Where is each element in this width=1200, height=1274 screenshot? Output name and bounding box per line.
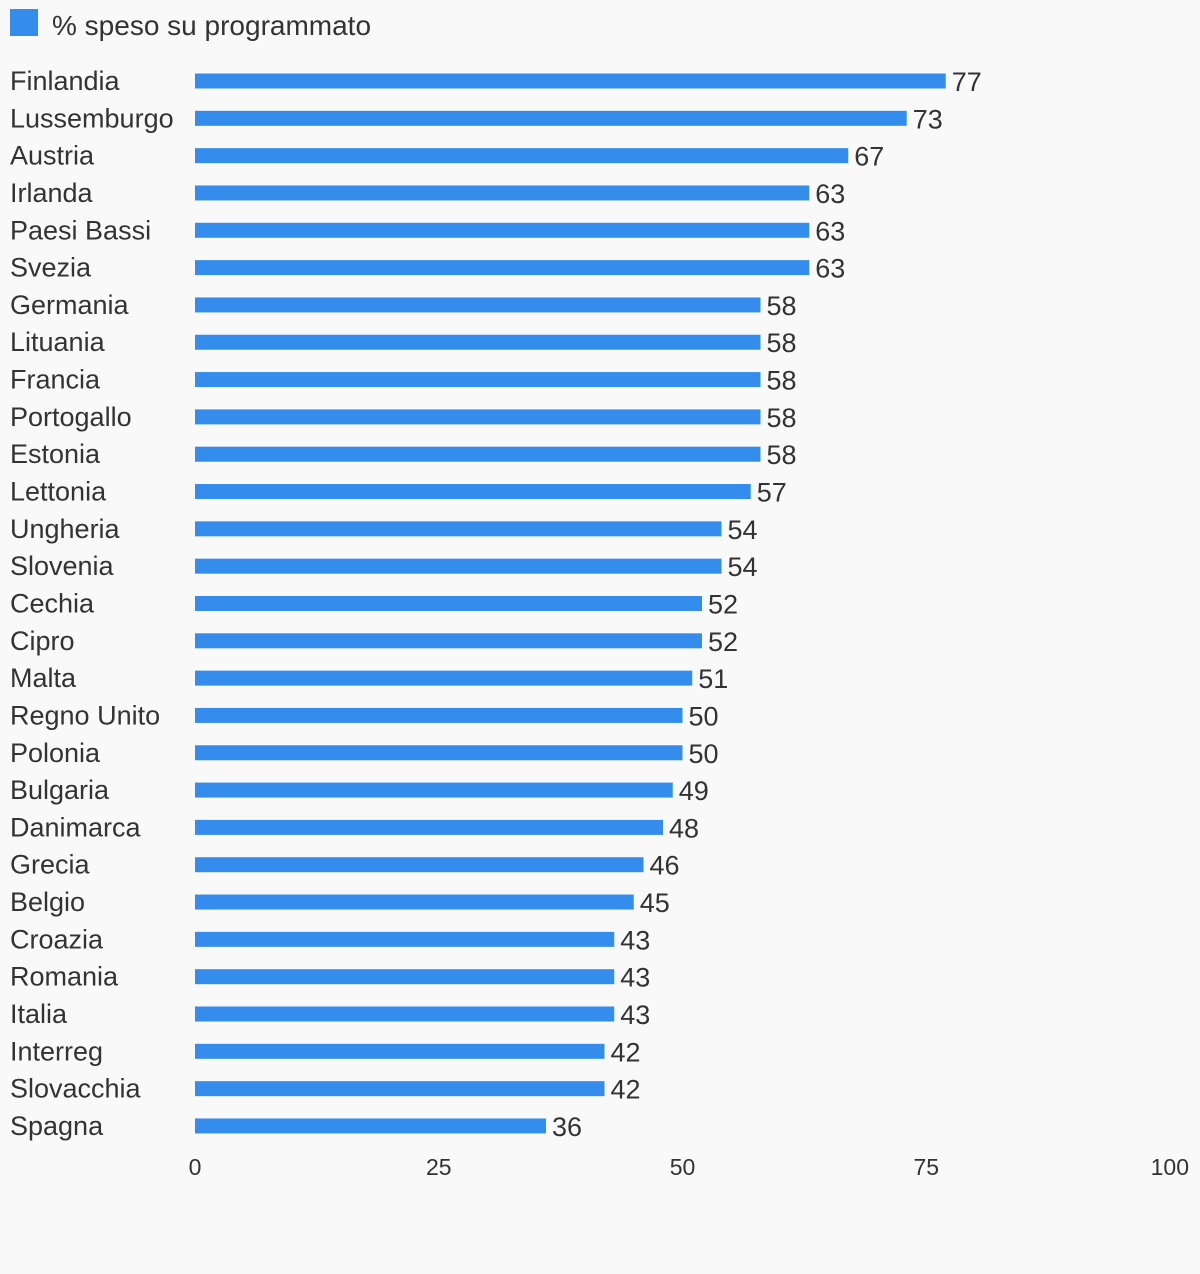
value-label-austria: 67	[854, 142, 884, 172]
bar-grecia	[195, 857, 644, 873]
value-label-regno-unito: 50	[689, 701, 719, 731]
x-tick-label-0: 0	[189, 1154, 202, 1180]
value-label-estonia: 58	[767, 440, 797, 470]
x-tick-label-75: 75	[913, 1154, 939, 1180]
category-label-lussemburgo: Lussemburgo	[10, 103, 174, 133]
category-label-bulgaria: Bulgaria	[10, 775, 110, 805]
value-label-svezia: 63	[815, 254, 845, 284]
category-label-lettonia: Lettonia	[10, 477, 107, 507]
value-label-paesi-bassi: 63	[815, 216, 845, 246]
bar-cipro	[195, 633, 702, 649]
bar-croazia	[195, 931, 615, 947]
value-label-lettonia: 57	[757, 478, 787, 508]
category-label-romania: Romania	[10, 962, 119, 992]
bar-italia	[195, 1006, 615, 1022]
value-label-portogallo: 58	[767, 403, 797, 433]
category-label-malta: Malta	[10, 663, 77, 693]
category-label-belgio: Belgio	[10, 887, 85, 917]
legend-label: % speso su programmato	[52, 10, 372, 41]
value-label-finlandia: 77	[952, 67, 982, 97]
bar-spagna	[195, 1118, 546, 1134]
value-label-croazia: 43	[620, 925, 650, 955]
value-label-spagna: 36	[552, 1112, 582, 1142]
value-label-italia: 43	[620, 1000, 650, 1030]
bar-polonia	[195, 745, 683, 761]
bar-francia	[195, 372, 761, 388]
value-label-ungheria: 54	[728, 515, 758, 545]
value-label-francia: 58	[767, 366, 797, 396]
bar-cechia	[195, 595, 702, 611]
category-label-germania: Germania	[10, 290, 130, 320]
category-label-danimarca: Danimarca	[10, 812, 142, 842]
category-label-cipro: Cipro	[10, 626, 75, 656]
bar-irlanda	[195, 185, 810, 201]
category-label-slovenia: Slovenia	[10, 551, 115, 581]
category-label-grecia: Grecia	[10, 850, 91, 880]
category-label-interreg: Interreg	[10, 1036, 103, 1066]
bar-paesi-bassi	[195, 222, 810, 238]
category-label-polonia: Polonia	[10, 738, 101, 768]
category-label-francia: Francia	[10, 365, 101, 395]
value-label-lussemburgo: 73	[913, 104, 943, 134]
value-label-bulgaria: 49	[679, 776, 709, 806]
value-label-interreg: 42	[611, 1037, 641, 1067]
value-label-grecia: 46	[650, 851, 680, 881]
bar-regno-unito	[195, 707, 683, 723]
bar-svezia	[195, 260, 810, 276]
value-label-polonia: 50	[689, 739, 719, 769]
category-label-italia: Italia	[10, 999, 68, 1029]
category-label-spagna: Spagna	[10, 1111, 104, 1141]
value-label-belgio: 45	[640, 888, 670, 918]
category-label-finlandia: Finlandia	[10, 66, 121, 96]
bar-austria	[195, 148, 849, 164]
category-label-ungheria: Ungheria	[10, 514, 121, 544]
category-label-irlanda: Irlanda	[10, 178, 94, 208]
bar-interreg	[195, 1043, 605, 1059]
category-label-portogallo: Portogallo	[10, 402, 132, 432]
bar-slovenia	[195, 558, 722, 574]
bar-slovacchia	[195, 1081, 605, 1097]
bar-germania	[195, 297, 761, 313]
category-label-cechia: Cechia	[10, 588, 95, 618]
bar-danimarca	[195, 819, 663, 835]
bar-romania	[195, 969, 615, 985]
bar-belgio	[195, 894, 634, 910]
category-label-lituania: Lituania	[10, 327, 106, 357]
category-label-estonia: Estonia	[10, 439, 101, 469]
bar-lussemburgo	[195, 110, 907, 126]
bar-lituania	[195, 334, 761, 350]
chart-legend: % speso su programmato	[10, 8, 371, 44]
value-label-slovacchia: 42	[611, 1075, 641, 1105]
value-label-romania: 43	[620, 963, 650, 993]
value-label-germania: 58	[767, 291, 797, 321]
bar-malta	[195, 670, 693, 686]
value-label-malta: 51	[698, 664, 728, 694]
x-tick-label-25: 25	[426, 1154, 452, 1180]
bar-estonia	[195, 446, 761, 462]
value-label-cechia: 52	[708, 589, 738, 619]
bar-ungheria	[195, 521, 722, 537]
bar-finlandia	[195, 73, 946, 89]
category-label-austria: Austria	[10, 141, 95, 171]
category-label-paesi-bassi: Paesi Bassi	[10, 215, 151, 245]
value-label-danimarca: 48	[669, 813, 699, 843]
bar-portogallo	[195, 409, 761, 425]
value-label-irlanda: 63	[815, 179, 845, 209]
x-tick-label-100: 100	[1151, 1154, 1189, 1180]
bar-bulgaria	[195, 782, 673, 798]
category-label-croazia: Croazia	[10, 924, 104, 954]
x-tick-label-50: 50	[670, 1154, 696, 1180]
bar-lettonia	[195, 484, 751, 500]
value-label-slovenia: 54	[728, 552, 758, 582]
value-label-cipro: 52	[708, 627, 738, 657]
legend-swatch	[10, 9, 38, 36]
category-label-slovacchia: Slovacchia	[10, 1074, 142, 1104]
value-label-lituania: 58	[767, 328, 797, 358]
category-label-regno-unito: Regno Unito	[10, 700, 160, 730]
category-label-svezia: Svezia	[10, 253, 92, 283]
